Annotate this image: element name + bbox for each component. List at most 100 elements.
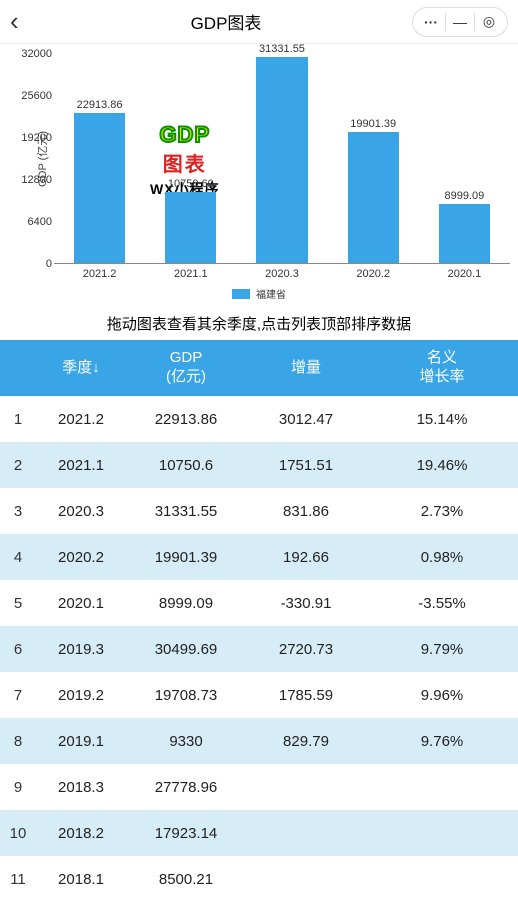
table-cell: 9.76% [366,733,518,750]
table-cell: 829.79 [246,733,366,750]
table-cell: 1 [0,411,36,428]
table-cell: 9330 [126,733,246,750]
bar [256,57,307,263]
table-cell: 2021.2 [36,411,126,428]
table-row[interactable]: 22021.110750.61751.5119.46% [0,442,518,488]
hint-text: 拖动图表查看其余季度,点击列表顶部排序数据 [0,305,518,340]
table-cell: 2 [0,457,36,474]
table-cell: 3012.47 [246,411,366,428]
table-cell: 2021.1 [36,457,126,474]
table-cell: 2720.73 [246,641,366,658]
legend-swatch [232,289,250,299]
table-cell: 2019.1 [36,733,126,750]
bar-value-label: 22913.86 [77,99,123,111]
table-header[interactable]: 季度↓ GDP(亿元) 增量 名义增长率 [0,340,518,396]
table-cell: 8 [0,733,36,750]
table-cell: 15.14% [366,411,518,428]
x-tick-label: 2021.2 [54,268,145,280]
table-cell: 10 [0,825,36,842]
chart-area[interactable]: GDP 图表 WX小程序 GDP (亿元) 22913.8610750.6031… [0,44,518,305]
table-cell: 2020.2 [36,549,126,566]
table-cell: -3.55% [366,595,518,612]
table-cell: 2018.2 [36,825,126,842]
table-cell: 5 [0,595,36,612]
app-header: ‹ GDP图表 ··· — ◎ [0,0,518,44]
y-tick: 0 [12,258,52,270]
table-cell: 3 [0,503,36,520]
table-cell: 31331.55 [126,503,246,520]
table-row[interactable]: 102018.217923.14 [0,810,518,856]
table-cell: 11 [0,871,36,888]
table-cell: 4 [0,549,36,566]
x-axis-line [54,263,510,264]
x-tick-label: 2020.1 [419,268,510,280]
th-quarter[interactable]: 季度↓ [36,359,126,378]
y-tick: 6400 [12,216,52,228]
bar-value-label: 19901.39 [350,118,396,130]
close-button[interactable]: ◎ [475,9,503,35]
y-tick: 19200 [12,132,52,144]
table-cell: 19.46% [366,457,518,474]
bar-value-label: 31331.55 [259,43,305,55]
table-cell: 27778.96 [126,779,246,796]
back-button[interactable]: ‹ [10,6,40,37]
table-row[interactable]: 32020.331331.55831.862.73% [0,488,518,534]
table-row[interactable]: 12021.222913.863012.4715.14% [0,396,518,442]
page-title: GDP图表 [40,9,412,34]
table-row[interactable]: 112018.18500.21 [0,856,518,902]
table-row[interactable]: 82019.19330829.799.76% [0,718,518,764]
table-cell: 831.86 [246,503,366,520]
table-cell: 2020.1 [36,595,126,612]
table-row[interactable]: 42020.219901.39192.660.98% [0,534,518,580]
table-cell: 9.96% [366,687,518,704]
x-tick-label: 2020.3 [236,268,327,280]
bar [165,192,216,263]
table-row[interactable]: 62019.330499.692720.739.79% [0,626,518,672]
table-cell: 1785.59 [246,687,366,704]
table-cell: 9 [0,779,36,796]
table-cell: 2020.3 [36,503,126,520]
table-cell: 0.98% [366,549,518,566]
table-cell: 192.66 [246,549,366,566]
th-delta[interactable]: 增量 [246,359,366,378]
y-tick: 25600 [12,90,52,102]
table-row[interactable]: 52020.18999.09-330.91-3.55% [0,580,518,626]
minus-icon: — [453,14,467,30]
bar [348,132,399,263]
bar [74,113,125,263]
bar-slot: 19901.39 [328,54,419,263]
th-growth[interactable]: 名义增长率 [366,349,518,387]
table-cell: 6 [0,641,36,658]
minimize-button[interactable]: — [446,9,474,35]
bar-slot: 10750.60 [145,54,236,263]
table-row[interactable]: 72019.219708.731785.599.96% [0,672,518,718]
table-cell: 2019.2 [36,687,126,704]
data-table: 季度↓ GDP(亿元) 增量 名义增长率 12021.222913.863012… [0,340,518,902]
capsule-controls: ··· — ◎ [412,7,508,37]
table-cell: 19708.73 [126,687,246,704]
bar-slot: 31331.55 [236,54,327,263]
table-row[interactable]: 92018.327778.96 [0,764,518,810]
y-tick: 12800 [12,174,52,186]
table-cell: 9.79% [366,641,518,658]
th-gdp[interactable]: GDP(亿元) [126,349,246,387]
table-cell: 10750.6 [126,457,246,474]
table-body: 12021.222913.863012.4715.14%22021.110750… [0,396,518,902]
bar-chart: GDP (亿元) 22913.8610750.6031331.5519901.3… [54,54,510,264]
table-cell: 17923.14 [126,825,246,842]
table-cell: 30499.69 [126,641,246,658]
y-tick: 32000 [12,48,52,60]
table-cell: 2.73% [366,503,518,520]
bar-value-label: 8999.09 [445,190,485,202]
table-cell: 2019.3 [36,641,126,658]
table-cell: 1751.51 [246,457,366,474]
menu-button[interactable]: ··· [417,9,445,35]
table-cell: 19901.39 [126,549,246,566]
x-tick-label: 2020.2 [328,268,419,280]
bar-slot: 8999.09 [419,54,510,263]
x-axis-labels: 2021.22021.12020.32020.22020.1 [54,264,510,280]
table-cell: 8500.21 [126,871,246,888]
target-icon: ◎ [483,13,495,30]
bar [439,204,490,263]
bar-slot: 22913.86 [54,54,145,263]
